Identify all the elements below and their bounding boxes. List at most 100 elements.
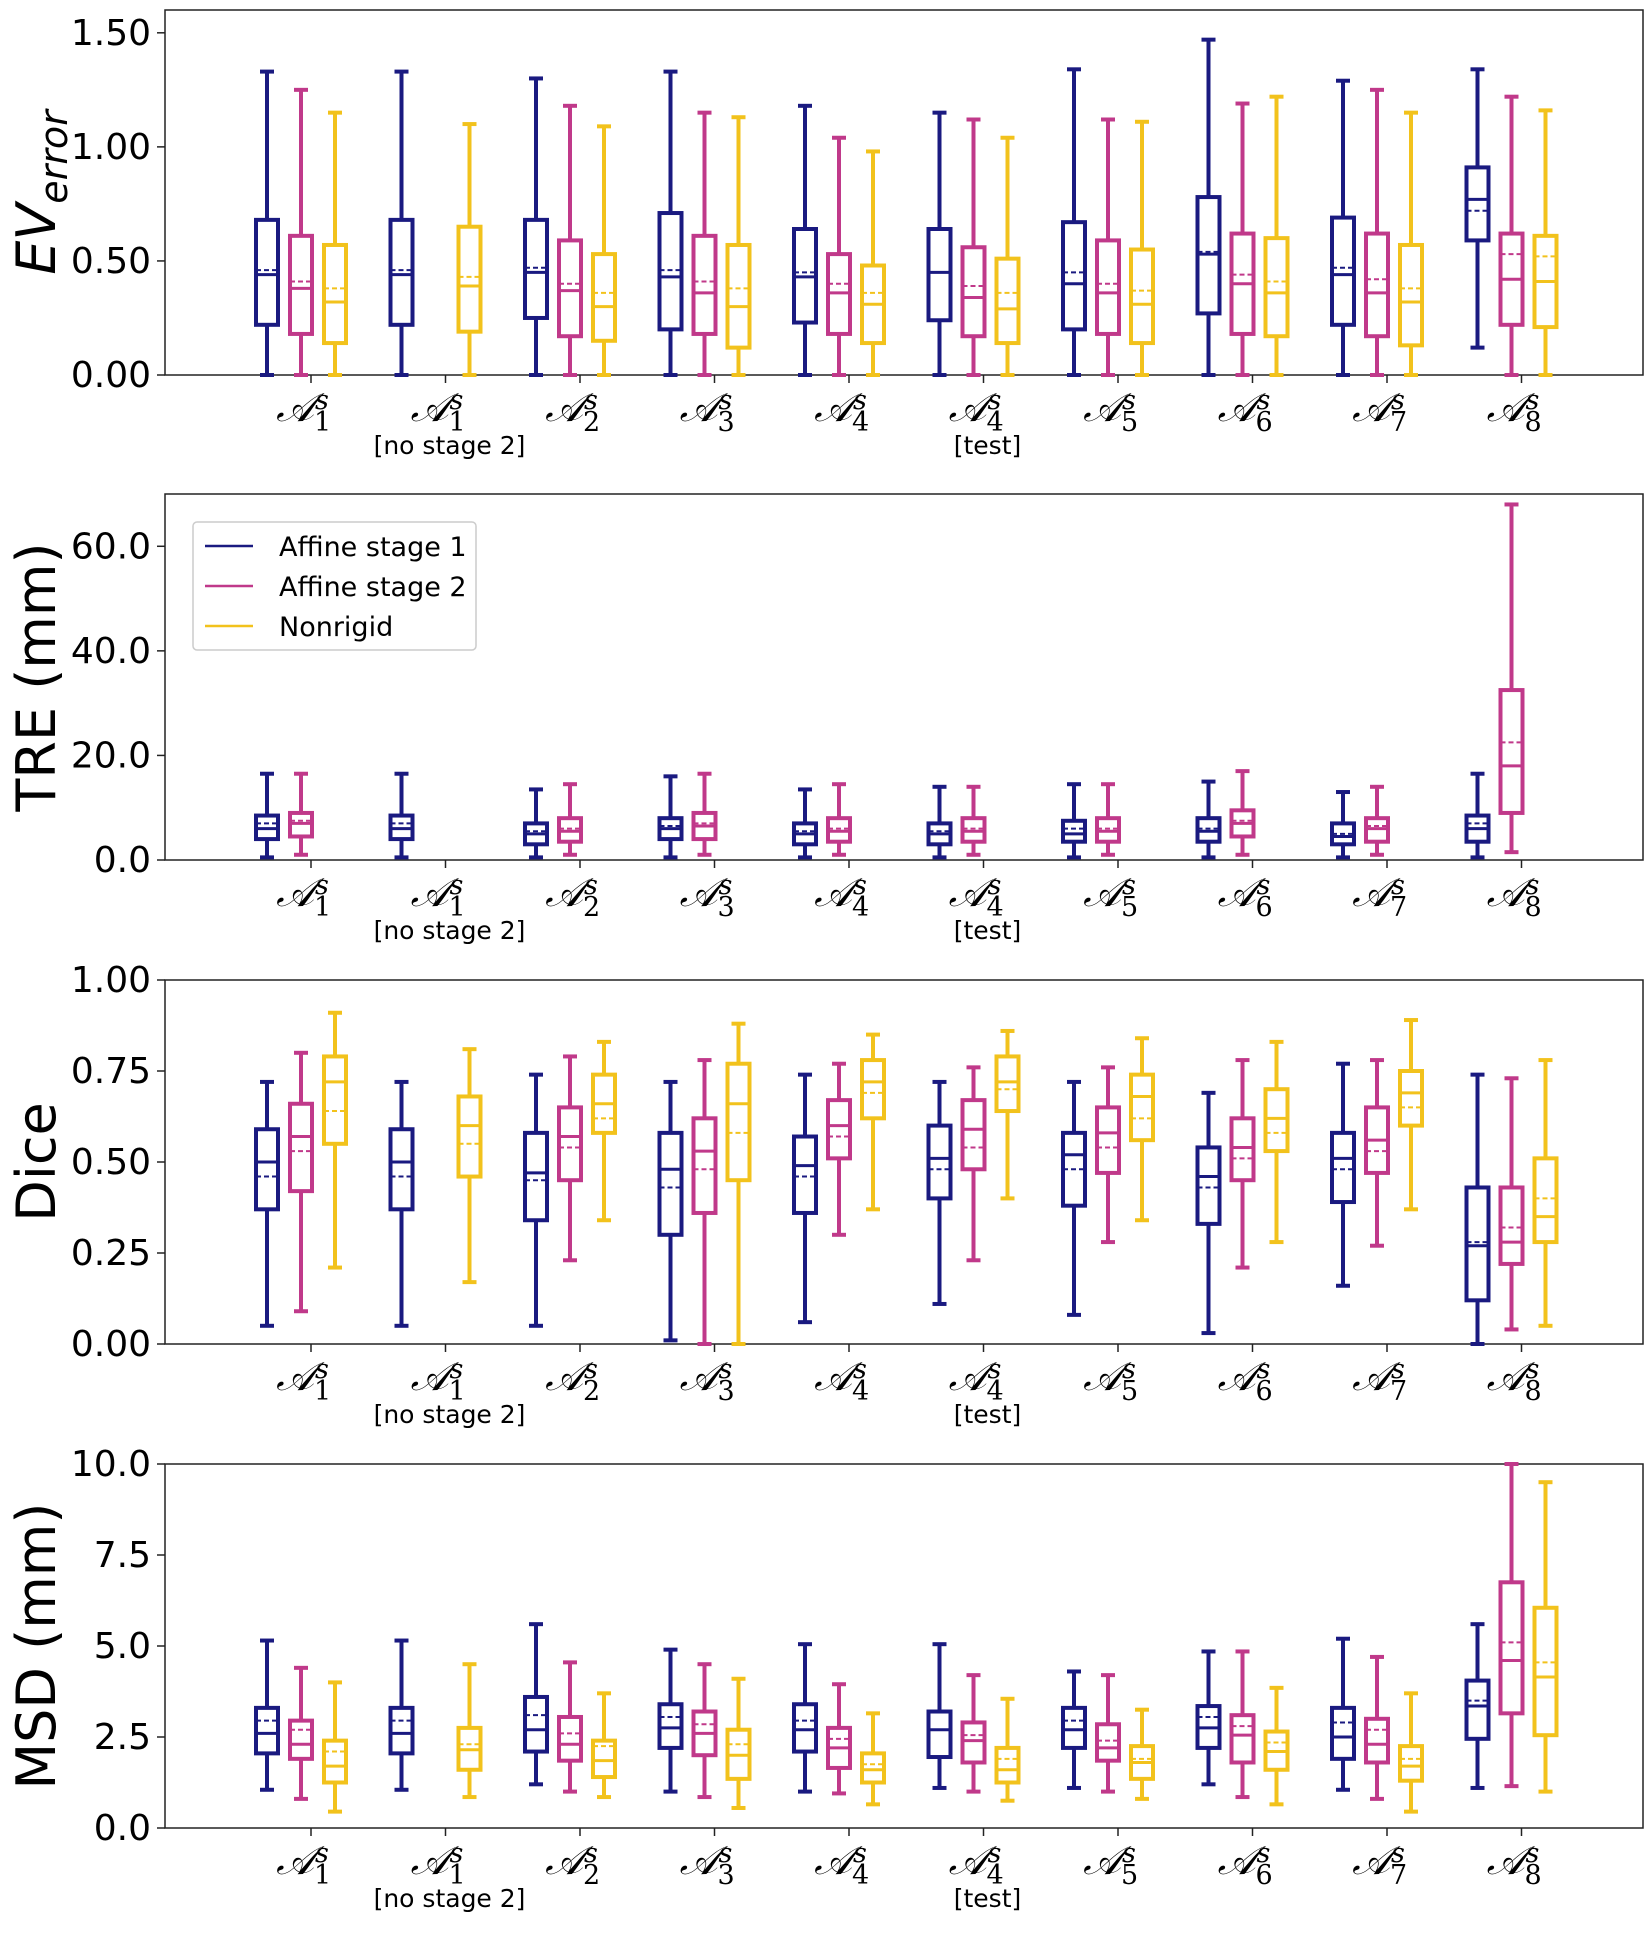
panel-2-box [657,1130,684,1237]
panel-1-frame [164,493,1644,861]
panel-1-category-sub: 7 [1390,892,1407,923]
panel-1-box [1498,688,1525,815]
panel-2-category-sub: 1 [314,1376,331,1407]
panel-3-ytick-label: 5.0 [94,1626,151,1667]
panel-2-category-sup: s [988,1354,1002,1385]
panel-0-ylabel: EVerror [5,108,76,275]
panel-1-category-sup: s [719,870,733,901]
panel-0-category-sup: s [450,385,464,416]
panel-3-box [1498,1580,1525,1716]
panel-3-category-sub: 1 [449,1860,466,1891]
panel-3-category-sub: 2 [583,1860,600,1891]
panel-0-box [1330,215,1356,327]
panel-3-category-sup: s [584,1838,598,1869]
panel-3-category-sup: s [1257,1838,1271,1869]
panel-3-category-sup: s [1122,1838,1136,1869]
panel-3-box [1061,1705,1087,1750]
panel-0-box [994,256,1021,346]
panel-1-category-sup: s [853,870,867,901]
panel-3-category-sub: 4 [852,1860,869,1891]
panel-2-box [691,1116,718,1215]
panel-2-box [523,1130,549,1223]
panel-0-box [1061,220,1087,332]
panel-0-box [254,217,280,327]
panel-2-ytick-label: 1.00 [71,960,151,1001]
panel-0-ylabel-main: EV [5,200,68,275]
panel-3-box [926,1709,953,1760]
panel-0-box [322,242,348,346]
panel-0-category-sup: s [1526,385,1540,416]
panel-0-box [926,227,953,323]
panel-0-category-sub: 7 [1390,407,1407,438]
panel-2-box [456,1094,483,1179]
panel-3-box [254,1705,280,1756]
panel-0-box [657,211,684,332]
panel-2-box [994,1054,1021,1114]
panel-0-box [1095,238,1121,336]
panel-0-box [960,245,987,339]
panel-0-category-sub: 8 [1525,407,1542,438]
panel-2-category-sub: 8 [1525,1376,1542,1407]
panel-0-category-sub: 3 [718,407,735,438]
panel-0-category-note: [test] [954,431,1022,460]
panel-2-ylabel: Dice [5,1102,68,1222]
panel-2-category-note: [test] [954,1400,1022,1429]
panel-3-category-sup: s [1391,1838,1405,1869]
panel-0-category-sup: s [1257,385,1271,416]
panel-2-box [960,1098,987,1172]
panel-2-category-sup: s [1257,1354,1271,1385]
panel-3-category-sub: 1 [314,1860,331,1891]
panel-2-box [1263,1087,1290,1154]
panel-3-category-sup: s [853,1838,867,1869]
panel-2-box [288,1101,314,1194]
panel-0-ylabel-sub: error [32,108,76,204]
panel-3-category-sub: 4 [987,1860,1004,1891]
panel-3-box [1330,1705,1356,1761]
panel-0-box [523,217,549,320]
panel-0-category-sup: s [1122,385,1136,416]
panel-3-box [860,1751,886,1785]
panel-2-box [792,1134,818,1215]
panel-2-box [1330,1130,1356,1205]
panel-1-category-sub: 5 [1121,892,1138,923]
panel-1-category-sup: s [584,870,598,901]
panel-1-ylabel: TRE (mm) [5,542,68,812]
panel-2-box [1532,1156,1559,1245]
panel-0-box [1464,165,1491,243]
panel-2-ytick-label: 0.75 [71,1051,151,1092]
panel-0-ytick-label: 0.00 [71,355,151,396]
panel-2-box [1195,1145,1222,1226]
panel-2-box [1464,1185,1491,1303]
panel-2-category-sub: 2 [583,1376,600,1407]
panel-2-category-sub: 1 [449,1376,466,1407]
panel-2-ytick-label: 0.00 [71,1324,151,1365]
panel-2-category-sup: s [719,1354,733,1385]
panel-3-box [1398,1744,1424,1783]
panel-2-box [1229,1116,1256,1183]
panel-0-category-sub: 5 [1121,407,1138,438]
panel-2-category-sup: s [584,1354,598,1385]
panel-3-box [557,1714,583,1763]
legend-label: Affine stage 1 [279,532,467,563]
panel-2-box [1498,1185,1525,1266]
panel-0-category-sup: s [1391,385,1405,416]
panel-2-box [1398,1069,1424,1128]
panel-3-category-note: [no stage 2] [374,1884,526,1913]
panel-1-category-sub: 1 [314,892,331,923]
panel-3-ytick-label: 2.5 [94,1717,151,1758]
panel-1-category-sub: 4 [852,892,869,923]
panel-2-box [1095,1105,1121,1175]
panel-2-category-sup: s [1526,1354,1540,1385]
panel-0-box [1398,242,1424,348]
panel-3-ytick-label: 7.5 [94,1535,151,1576]
panel-2-category-sup: s [450,1354,464,1385]
panel-1-category-sub: 1 [449,892,466,923]
panel-2-category-sub: 3 [718,1376,735,1407]
panel-0-box [288,233,314,336]
panel-3-box [1364,1716,1390,1765]
panel-2-ytick-label: 0.50 [71,1142,151,1183]
panel-2-box [254,1127,280,1212]
panel-3-category-sup: s [1526,1838,1540,1869]
panel-0-box [591,252,617,343]
panel-3-box [994,1745,1021,1785]
